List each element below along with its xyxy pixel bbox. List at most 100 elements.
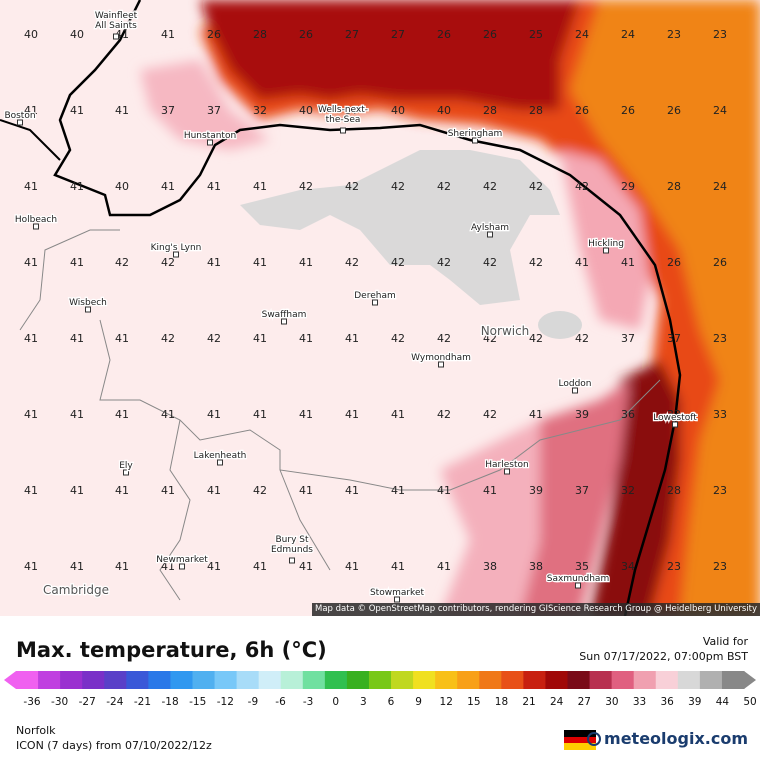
city-marker: Lakenheath — [192, 450, 248, 466]
legend-swatch — [214, 671, 238, 689]
grid-value: 41 — [207, 484, 221, 497]
grid-value: 41 — [253, 332, 267, 345]
grid-value: 42 — [345, 180, 359, 193]
city-marker: Wymondham — [410, 352, 472, 368]
legend-tick: 30 — [605, 696, 619, 708]
legend-tick: 6 — [387, 696, 395, 708]
grid-value: 41 — [391, 560, 405, 573]
legend-swatch — [677, 671, 701, 689]
grid-value: 23 — [713, 560, 727, 573]
grid-value: 41 — [299, 256, 313, 269]
grid-value: 26 — [575, 104, 589, 117]
legend-swatch — [16, 671, 39, 689]
grid-value: 41 — [299, 560, 313, 573]
city-marker: Lowestoft — [652, 412, 698, 428]
city-marker: Stowmarket — [369, 587, 426, 603]
city-label: Lowestoft — [653, 413, 697, 423]
coastline-west — [0, 119, 61, 161]
grid-value: 23 — [713, 484, 727, 497]
city-label: Sheringham — [448, 129, 503, 139]
grid-value: 37 — [621, 332, 635, 345]
grid-value: 41 — [161, 484, 175, 497]
color-scale-legend — [4, 671, 756, 689]
grid-value: 42 — [207, 332, 221, 345]
coastline — [53, 0, 682, 616]
grid-value: 42 — [391, 332, 405, 345]
legend-swatch — [148, 671, 171, 689]
city-label: Edmunds — [271, 545, 313, 555]
city-marker: Wisbech — [68, 297, 108, 313]
grid-value: 41 — [70, 256, 84, 269]
grid-value: 41 — [161, 560, 175, 573]
city-label: Bury St — [275, 535, 308, 545]
grid-value: 41 — [115, 484, 129, 497]
grid-value: 37 — [161, 104, 175, 117]
temperature-map[interactable]: 40 40 41 41 26 28 26 27 27 26 26 25 24 24 23 23 41 41 41 37… — [0, 0, 760, 616]
grid-value: 37 — [207, 104, 221, 117]
legend-tick: -21 — [133, 696, 152, 708]
legend-tick: 27 — [577, 696, 591, 708]
city-label: Holbeach — [15, 215, 57, 225]
grid-value: 41 — [24, 484, 38, 497]
legend-swatch — [457, 671, 480, 689]
grid-value: 28 — [253, 28, 267, 41]
legend-swatch — [523, 671, 546, 689]
legend-tick: -3 — [302, 696, 314, 708]
city-label: Boston — [4, 111, 35, 121]
footer-panel: Max. temperature, 6h (°C) Valid for Sun … — [0, 616, 760, 760]
valid-time: Sun 07/17/2022, 07:00pm BST — [579, 650, 748, 663]
grid-value: 41 — [115, 560, 129, 573]
grid-value: 42 — [483, 408, 497, 421]
grid-value: 41 — [161, 28, 175, 41]
brand-logo[interactable]: meteologix.com — [587, 729, 748, 748]
legend-tick: 3 — [360, 696, 367, 708]
grid-value: 41 — [391, 408, 405, 421]
city-marker: Saxmundham — [546, 573, 610, 589]
legend-tick: 0 — [332, 696, 340, 708]
legend-tick: 9 — [415, 696, 422, 708]
legend-swatch — [545, 671, 569, 689]
legend-swatch — [346, 671, 370, 689]
legend-tick: -36 — [23, 696, 41, 708]
grid-value: 41 — [299, 484, 313, 497]
brand-logo-icon — [587, 731, 602, 746]
legend-ticks: -36 -30 -27 -24 -21 -18 -15 -12 -9 -6 -3 0 3 6 9 12 15 18… — [0, 696, 760, 710]
city-label: Wainfleet — [95, 11, 138, 21]
grid-value: 37 — [575, 484, 589, 497]
grid-value: 41 — [24, 256, 38, 269]
grid-value: 24 — [713, 180, 727, 193]
grid-value: 23 — [713, 332, 727, 345]
grid-value: 28 — [483, 104, 497, 117]
grid-value: 26 — [483, 28, 497, 41]
city-label: Harleston — [485, 460, 528, 470]
legend-tick: -6 — [275, 696, 286, 708]
legend-tick: -12 — [216, 696, 234, 708]
grid-value: 24 — [621, 28, 635, 41]
grid-value: 26 — [713, 256, 727, 269]
grid-value: 32 — [253, 104, 267, 117]
grid-value: 28 — [529, 104, 543, 117]
legend-swatch — [280, 671, 304, 689]
grid-value: 33 — [713, 408, 727, 421]
grid-value: 23 — [667, 560, 681, 573]
grid-value: 41 — [345, 484, 359, 497]
city-marker: Holbeach — [14, 214, 58, 230]
city-marker: Swaffham — [260, 309, 308, 325]
city-marker: Cambridge — [42, 582, 110, 599]
city-label: Wells-next- — [318, 105, 368, 115]
grid-value: 41 — [70, 408, 84, 421]
legend-arrow-left — [4, 671, 16, 689]
legend-arrow-right — [744, 671, 756, 689]
grid-value: 40 — [299, 104, 313, 117]
grid-value: 40 — [437, 104, 451, 117]
grid-value: 42 — [115, 256, 129, 269]
legend-swatch — [258, 671, 282, 689]
city-marker: Wells-next-the-Sea — [317, 104, 369, 134]
grid-value: 41 — [115, 332, 129, 345]
grid-value: 40 — [24, 28, 38, 41]
grid-value: 41 — [70, 180, 84, 193]
legend-swatch — [413, 671, 436, 689]
city-label: King's Lynn — [151, 243, 202, 253]
grid-value: 42 — [575, 332, 589, 345]
